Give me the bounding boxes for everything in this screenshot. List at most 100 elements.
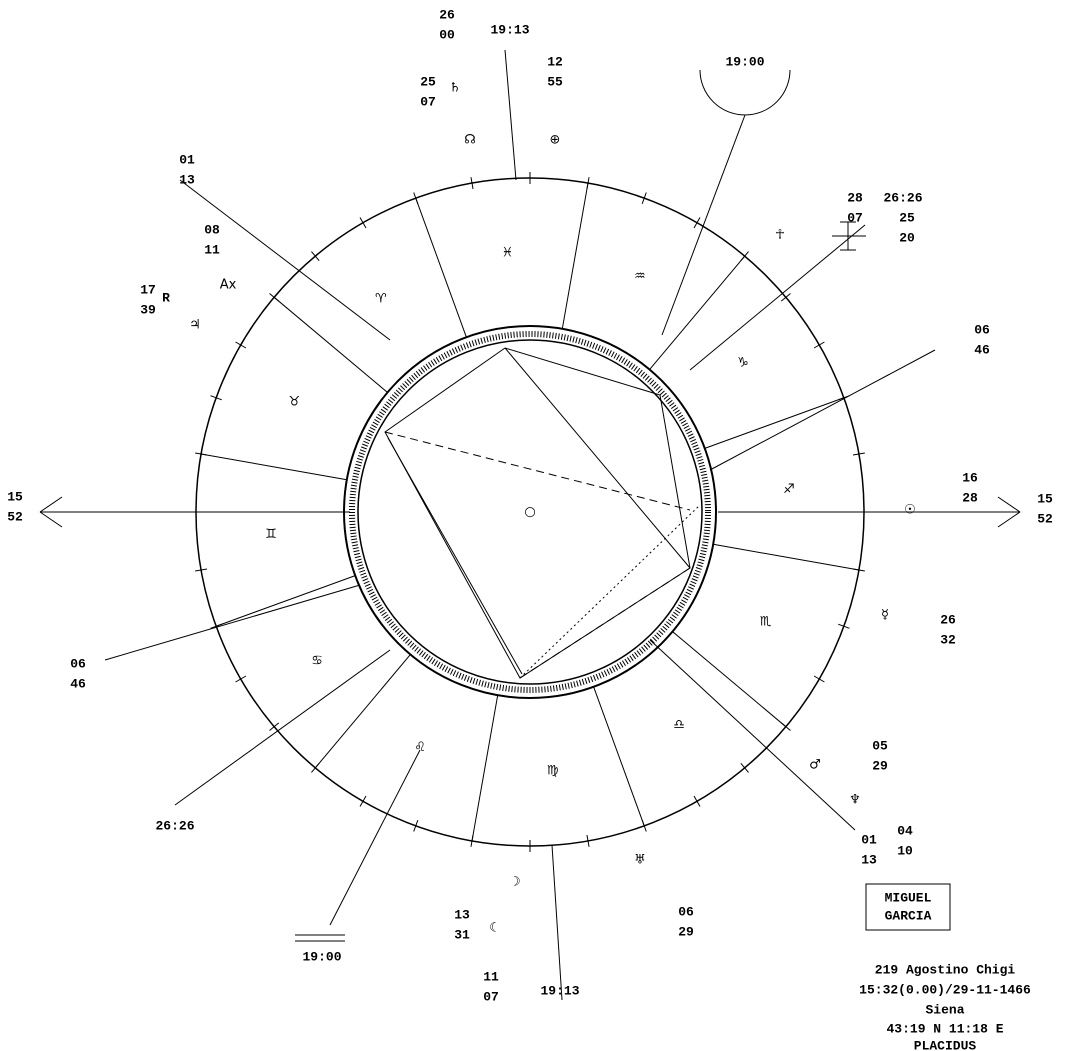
degree-label: 06 <box>678 904 694 919</box>
degree-label: 17 <box>140 282 156 297</box>
planet-glyph: ☉ <box>904 503 916 518</box>
sign-divider <box>416 198 467 337</box>
planet-glyph: ☊ <box>464 133 476 148</box>
house-cusp <box>552 845 562 1000</box>
sign-glyph: ♒ <box>634 269 646 284</box>
aspect-line <box>520 505 700 678</box>
chart-info: PLACIDUS <box>914 1038 977 1051</box>
sign-glyph: ♓ <box>502 245 514 260</box>
degree-label: 05 <box>872 738 888 753</box>
degree-label: 29 <box>872 758 888 773</box>
house-cusp <box>105 585 360 660</box>
degree-label: 28 <box>962 490 978 505</box>
degree-tick <box>360 796 366 806</box>
sign-glyph: ♍ <box>547 764 559 779</box>
planet-glyph: ○ <box>524 505 535 520</box>
house-cusp <box>180 180 390 340</box>
degree-label: 55 <box>547 74 563 89</box>
degree-label: 13 <box>454 907 470 922</box>
degree-label: 25 <box>420 74 436 89</box>
sign-divider <box>594 687 645 826</box>
chart-info: 219 Agostino Chigi <box>875 962 1016 977</box>
degree-label: 25 <box>899 210 915 225</box>
house-cusp <box>505 50 516 180</box>
degree-tick <box>694 218 700 228</box>
degree-label: 26 <box>439 7 455 22</box>
sign-divider <box>201 454 347 480</box>
sign-divider <box>315 654 410 767</box>
degree-label: 15 <box>7 489 23 504</box>
planet-glyph: ⊕ <box>550 133 561 148</box>
degree-label: 06 <box>974 322 990 337</box>
degree-tick <box>360 218 366 228</box>
degree-tick <box>694 796 700 806</box>
planet-glyph: ☥ <box>775 228 785 243</box>
planet-glyph: ♃ <box>189 318 201 333</box>
degree-label: R <box>162 290 170 305</box>
degree-label: 07 <box>847 210 863 225</box>
planet-glyph: ☽ <box>509 875 521 890</box>
sign-divider <box>713 544 859 570</box>
degree-label: 46 <box>70 676 86 691</box>
aspect-line <box>388 438 522 674</box>
signature-line: GARCIA <box>885 908 932 923</box>
planet-glyph: ♄ <box>449 81 461 96</box>
degree-label: 19:13 <box>540 983 579 998</box>
sign-glyph: ♉ <box>289 395 301 410</box>
signature-line: MIGUEL <box>885 890 932 905</box>
degree-label: 31 <box>454 927 470 942</box>
sign-glyph: ♎ <box>673 717 685 732</box>
degree-tick <box>236 676 246 682</box>
arrow-head <box>40 497 62 512</box>
degree-label: 19:00 <box>725 54 764 69</box>
sign-glyph: ♌ <box>414 740 426 755</box>
sign-glyph: ♈ <box>375 292 387 307</box>
planet-glyph: ♆ <box>849 793 861 808</box>
degree-label: 00 <box>439 27 455 42</box>
sign-glyph: ♊ <box>265 527 277 542</box>
degree-label: 04 <box>897 823 913 838</box>
planet-glyph: ♅ <box>634 853 646 868</box>
degree-label: 46 <box>974 342 990 357</box>
sign-divider <box>274 297 387 392</box>
sign-divider <box>562 183 588 329</box>
sign-divider <box>216 576 355 627</box>
degree-label: 19:00 <box>302 949 341 964</box>
degree-label: 52 <box>1037 511 1053 526</box>
degree-label: 19:13 <box>490 22 529 37</box>
degree-label: 28 <box>847 190 863 205</box>
degree-label: 26:26 <box>155 818 194 833</box>
degree-label: 13 <box>861 852 877 867</box>
degree-label: 07 <box>483 989 499 1004</box>
planet-glyph: Ax <box>220 278 237 293</box>
sign-divider <box>705 398 844 449</box>
house-cusp <box>330 750 420 925</box>
arrow-head <box>40 512 62 527</box>
degree-label: 26:26 <box>883 190 922 205</box>
planet-glyph: ♂ <box>809 758 821 773</box>
degree-label: 11 <box>204 242 220 257</box>
sign-glyph: ♐ <box>783 482 795 497</box>
degree-label: 29 <box>678 924 694 939</box>
mc-semicircle <box>700 70 790 115</box>
degree-tick <box>236 342 246 348</box>
degree-label: 26 <box>940 612 956 627</box>
degree-label: 07 <box>420 94 436 109</box>
degree-label: 52 <box>7 509 23 524</box>
arrow-head <box>998 512 1020 527</box>
house-cusp <box>690 225 865 370</box>
sign-glyph: ♑ <box>737 355 749 370</box>
sign-divider <box>650 256 745 369</box>
degree-label: 15 <box>1037 491 1053 506</box>
degree-tick <box>814 342 824 348</box>
degree-label: 39 <box>140 302 156 317</box>
degree-label: 13 <box>179 172 195 187</box>
degree-label: 01 <box>861 832 877 847</box>
chart-info: Siena <box>925 1002 964 1017</box>
degree-label: 12 <box>547 54 563 69</box>
asteroid-glyph <box>832 222 866 250</box>
degree-label: 20 <box>899 230 915 245</box>
sign-divider <box>672 632 785 727</box>
sign-glyph: ♋ <box>311 654 323 669</box>
degree-label: 11 <box>483 969 499 984</box>
